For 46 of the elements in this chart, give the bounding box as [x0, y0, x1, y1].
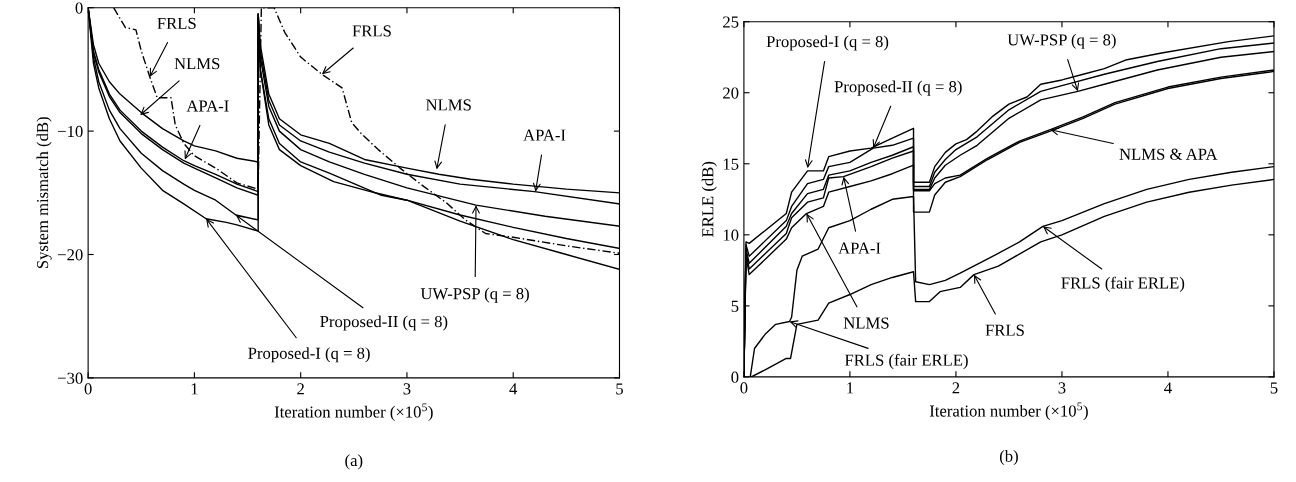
- y-tick-label: 10: [723, 229, 739, 241]
- y-tick-label: 25: [723, 16, 739, 28]
- x-tick-label: 2: [952, 382, 960, 394]
- y-tick-label: −20: [58, 249, 83, 261]
- x-tick-label: 3: [403, 383, 411, 395]
- x-tick-label: 1: [847, 382, 854, 394]
- x-tick-label: 4: [509, 383, 518, 395]
- annotation: APA-I: [838, 242, 881, 254]
- annotation: NLMS: [843, 317, 889, 329]
- annotation: Proposed-I (q = 8): [248, 347, 370, 363]
- x-tick-label: 0: [740, 382, 748, 394]
- annotation: UW-PSP (q = 8): [1007, 33, 1116, 49]
- y-axis-title: ERLE (dB): [701, 161, 717, 238]
- x-tick-label: 2: [297, 383, 304, 395]
- annotation: FRLS: [157, 17, 196, 29]
- annotation: Proposed-I (q = 8): [766, 35, 889, 51]
- annotation: FRLS: [985, 324, 1024, 336]
- y-tick-label: 20: [723, 87, 739, 99]
- x-axis-title: Iteration number (×10$^{5}$): [274, 403, 433, 421]
- text: (a): [345, 454, 363, 470]
- annotation: Proposed-II (q = 8): [834, 80, 962, 96]
- x-tick-label: 4: [1164, 382, 1172, 394]
- annotation: NLMS & APA: [1119, 148, 1218, 160]
- y-tick-label: 5: [731, 300, 739, 312]
- annotation: FRLS (fair ERLE): [1061, 276, 1185, 292]
- annotation: UW-PSP (q = 8): [420, 287, 529, 303]
- annotation: FRLS: [352, 25, 391, 37]
- y-tick-label: −30: [58, 372, 83, 384]
- x-axis-title: Iteration number (×10$^{5}$): [929, 402, 1088, 421]
- annotation: NLMS: [426, 99, 471, 111]
- x-tick-label: 0: [84, 383, 92, 395]
- y-tick-label: −10: [58, 125, 83, 138]
- annotation: APA-I: [523, 129, 566, 141]
- text: (b): [999, 450, 1018, 466]
- x-tick-label: 1: [191, 383, 198, 395]
- x-tick-label: 5: [1270, 382, 1278, 394]
- y-tick-label: 0: [75, 2, 83, 14]
- annotation: NLMS: [174, 58, 220, 70]
- y-tick-label: 15: [723, 158, 739, 170]
- y-axis-title: System mismatch (dB): [36, 117, 52, 269]
- y-tick-label: 0: [731, 371, 739, 383]
- x-tick-label: 5: [616, 383, 623, 395]
- x-tick-label: 3: [1058, 382, 1066, 394]
- annotation: APA-I: [186, 100, 229, 112]
- annotation: Proposed-II (q = 8): [320, 315, 448, 331]
- annotation: FRLS (fair ERLE): [844, 353, 968, 370]
